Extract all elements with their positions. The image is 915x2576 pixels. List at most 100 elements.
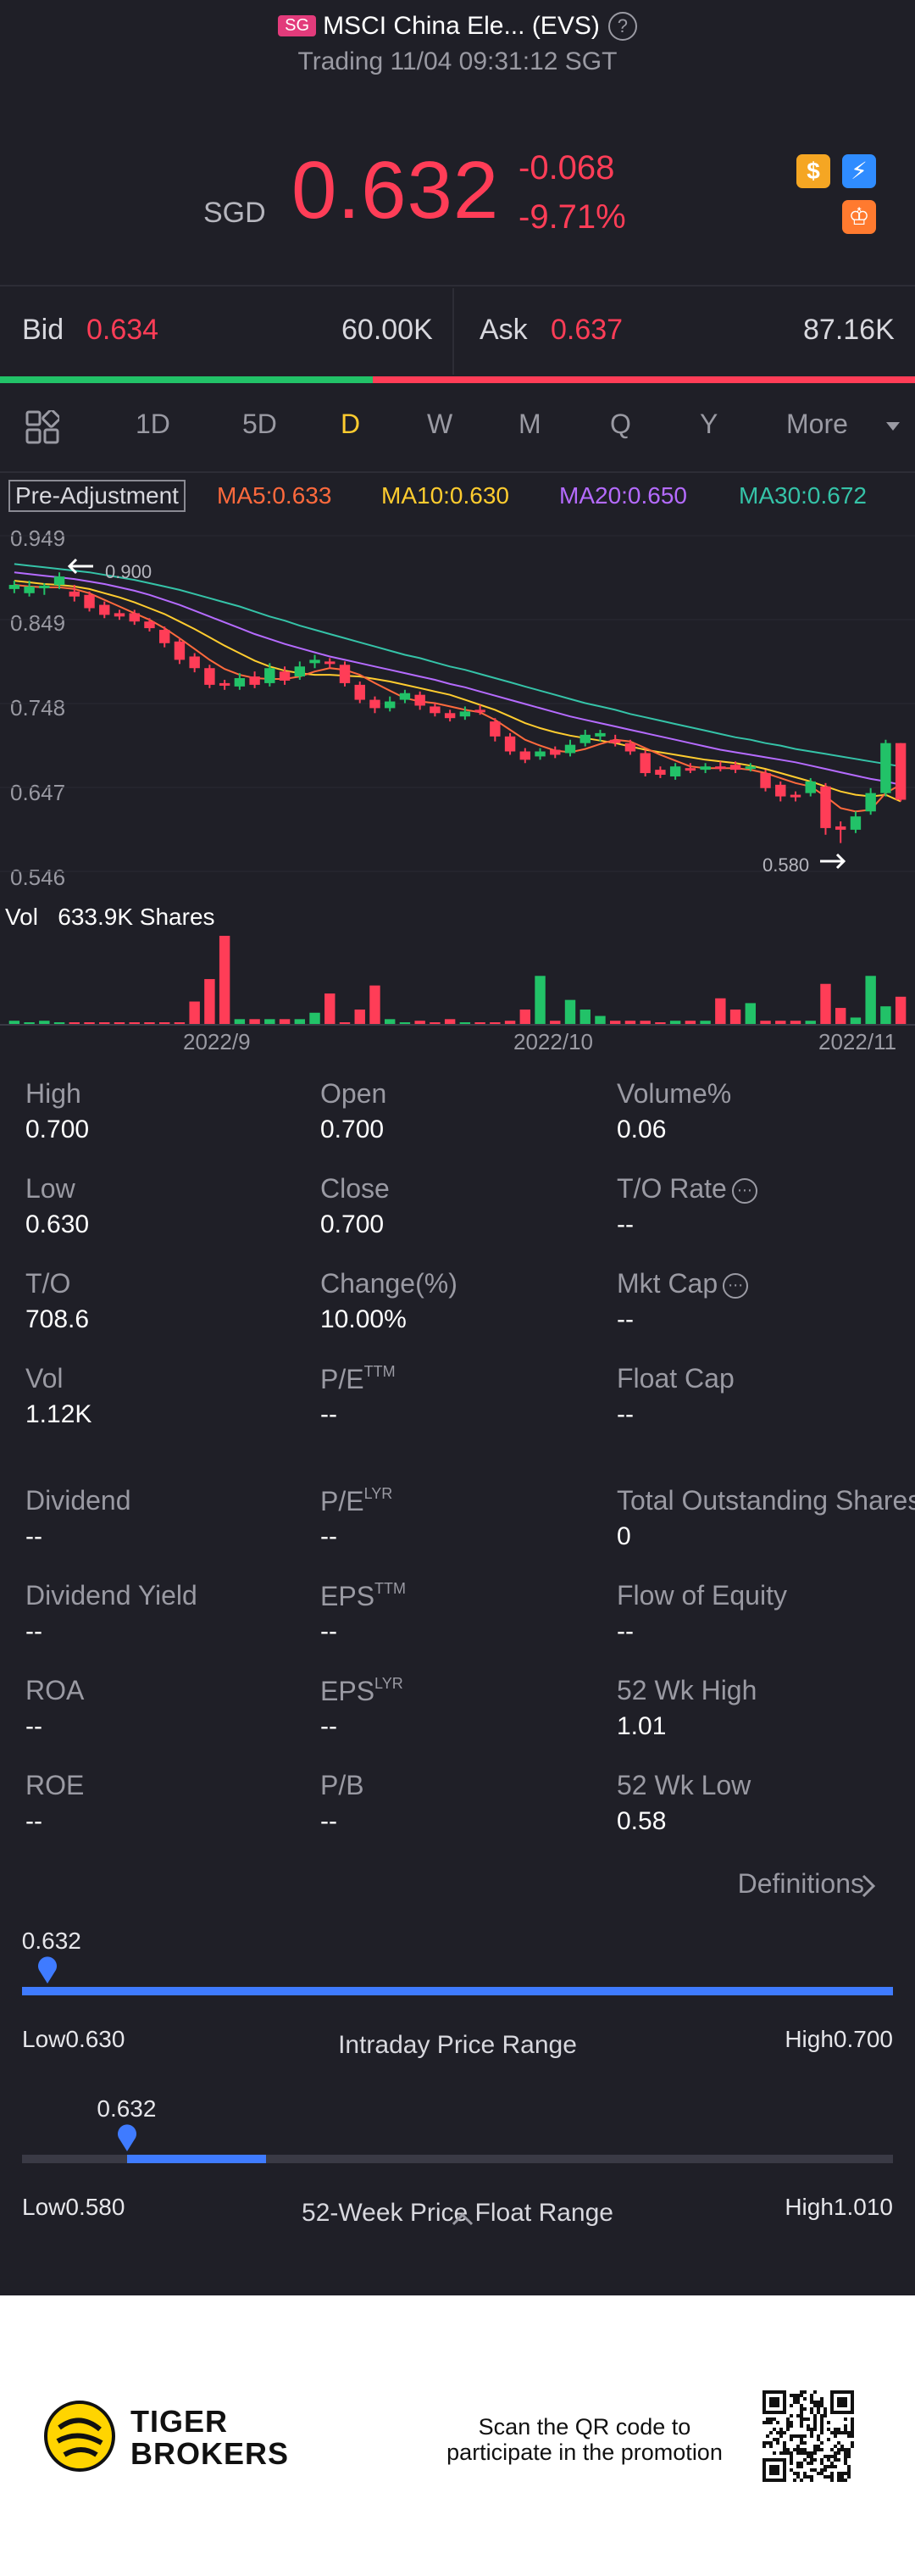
candlestick-chart[interactable] (0, 517, 915, 890)
volume-bar (775, 1021, 786, 1024)
intraday-low-value: 0.630 (65, 2026, 125, 2052)
candle (158, 626, 170, 648)
volume-bar (39, 1021, 50, 1024)
volume-readout: Vol 633.9K Shares (5, 904, 215, 931)
y-tick-label: 0.849 (10, 610, 66, 636)
stat-label: Low (25, 1173, 75, 1205)
tab-y[interactable]: Y (700, 409, 718, 439)
stat-label: 52 Wk Low (617, 1770, 751, 1801)
volume-bar (158, 1022, 170, 1024)
candle (339, 661, 351, 687)
stat-label: Dividend (25, 1485, 131, 1516)
stat-label: Open (320, 1078, 386, 1110)
tab-w[interactable]: W (427, 409, 453, 439)
candle (219, 679, 230, 690)
volume-bar (535, 976, 546, 1024)
dollar-badge-icon[interactable]: $ (796, 154, 830, 188)
stat-value: -- (320, 1712, 337, 1740)
intraday-range-title: Intraday Price Range (338, 2031, 577, 2059)
stat-label-text: Float Cap (617, 1363, 735, 1394)
candle (189, 653, 200, 673)
qr-code-icon[interactable] (762, 2390, 854, 2482)
candle (249, 671, 260, 688)
tab-more[interactable]: More (786, 409, 848, 439)
crown-badge-icon[interactable]: ♔ (842, 200, 876, 234)
candle (309, 654, 320, 669)
volume-bar (655, 1022, 666, 1024)
stat-value: -- (617, 1617, 634, 1645)
stat-label-text: Close (320, 1173, 390, 1204)
week52-low-label: Low (22, 2194, 66, 2220)
stat-label: Close (320, 1173, 390, 1205)
stat-label: T/O (25, 1268, 70, 1299)
candle (53, 572, 65, 589)
stat-value: -- (320, 1522, 337, 1550)
info-icon[interactable]: ⋯ (731, 1178, 757, 1204)
chart-layout-icon[interactable] (25, 410, 59, 444)
stat-value: 708.6 (25, 1305, 90, 1333)
pre-adjustment-toggle[interactable]: Pre-Adjustment (8, 480, 186, 512)
stat-label-text: Total Outstanding Shares (617, 1485, 915, 1516)
last-price: 0.632 (291, 145, 500, 236)
stat-label-text: Volume% (617, 1078, 732, 1109)
tab-q[interactable]: Q (610, 409, 631, 439)
stat-value: -- (617, 1210, 634, 1238)
volume-bar (669, 1021, 681, 1024)
lightning-badge-icon[interactable]: ⚡ (842, 154, 876, 188)
info-icon[interactable]: ⋯ (723, 1273, 749, 1299)
volume-bar (820, 983, 831, 1024)
candle (729, 761, 741, 774)
stat-value: -- (320, 1400, 337, 1428)
candle (790, 791, 801, 802)
volume-bar (144, 1022, 155, 1024)
candle (685, 763, 696, 774)
candle (550, 746, 561, 759)
stat-label-text: P/E (320, 1364, 364, 1394)
stat-label-text: Open (320, 1078, 387, 1109)
definitions-link[interactable]: Definitions (738, 1868, 864, 1900)
candle (805, 777, 816, 797)
chevron-up-icon[interactable] (451, 2211, 474, 2228)
tab-m[interactable]: M (518, 409, 541, 439)
volume-bar (895, 996, 907, 1024)
stat-label-text: Dividend (25, 1485, 131, 1516)
candle (850, 811, 862, 833)
tab-5d[interactable]: 5D (242, 409, 277, 439)
chevron-right-icon[interactable] (861, 1873, 876, 1899)
candle (865, 787, 876, 815)
x-tick-label: 2022/11 (818, 1029, 897, 1054)
candle (655, 766, 666, 778)
candle (24, 581, 35, 597)
stat-value: 0.630 (25, 1210, 90, 1238)
chevron-down-icon[interactable] (886, 422, 900, 432)
stat-label: Flow of Equity (617, 1580, 787, 1611)
ask-strength-bar (373, 376, 915, 383)
candle (895, 743, 907, 802)
stat-label-text: 52 Wk Low (617, 1770, 751, 1800)
volume-chart[interactable] (0, 932, 915, 1026)
stat-value: -- (617, 1400, 634, 1428)
tab-1d[interactable]: 1D (136, 409, 170, 439)
volume-bar (700, 1021, 711, 1024)
x-tick-label: 2022/10 (513, 1029, 593, 1054)
volume-bar (249, 1019, 260, 1024)
intraday-low-label: Low (22, 2026, 66, 2052)
candle (84, 591, 95, 612)
ma20-label: MA20:0.650 (559, 482, 687, 509)
y-tick-label: 0.748 (10, 695, 66, 721)
candle (384, 696, 396, 712)
volume-bar (430, 1022, 441, 1024)
y-tick-label: 0.949 (10, 526, 66, 551)
intraday-high-value: 0.700 (833, 2026, 893, 2052)
volume-bar (760, 1021, 771, 1024)
divider (0, 285, 915, 287)
tab-d[interactable]: D (341, 409, 361, 439)
help-icon[interactable]: ? (607, 12, 637, 41)
volume-bar (550, 1021, 561, 1024)
candle (99, 601, 110, 619)
stat-label: High (25, 1078, 81, 1110)
week52-range-title: 52-Week Price Float Range (302, 2199, 613, 2227)
intraday-high: High0.700 (785, 2026, 893, 2053)
volume-bar (880, 1006, 891, 1024)
volume-label: Vol (5, 904, 38, 930)
